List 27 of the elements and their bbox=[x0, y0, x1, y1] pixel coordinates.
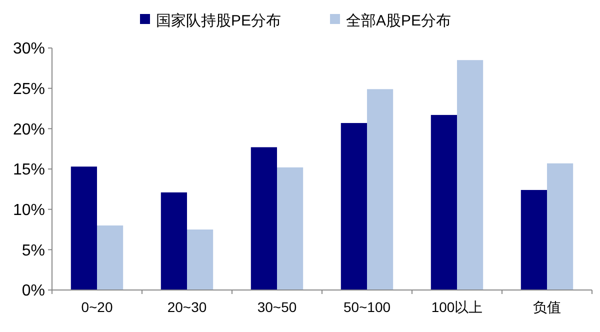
bar bbox=[160, 192, 187, 290]
bar bbox=[97, 225, 124, 290]
bar bbox=[430, 114, 457, 290]
x-tick-label: 50~100 bbox=[343, 299, 391, 315]
bar bbox=[520, 190, 547, 290]
x-tick-label: 100以上 bbox=[431, 299, 483, 315]
y-tick-label: 20% bbox=[12, 121, 45, 138]
x-tick-label: 20~30 bbox=[167, 299, 207, 315]
y-tick-label: 0% bbox=[22, 282, 45, 300]
bar bbox=[70, 166, 97, 290]
bar bbox=[277, 167, 304, 290]
bar bbox=[187, 230, 214, 290]
bar bbox=[250, 147, 277, 290]
legend-label: 全部A股PE分布 bbox=[346, 12, 452, 30]
y-tick-label: 5% bbox=[22, 242, 45, 260]
legend-label: 国家队持股PE分布 bbox=[156, 12, 282, 30]
x-tick-label: 30~50 bbox=[257, 299, 297, 315]
bar bbox=[340, 123, 367, 290]
bar bbox=[367, 89, 394, 290]
y-tick-label: 25% bbox=[12, 80, 45, 98]
y-tick-label: 10% bbox=[12, 202, 45, 219]
y-tick-label: 30% bbox=[12, 40, 45, 58]
x-tick-label: 负值 bbox=[533, 299, 561, 315]
bar bbox=[547, 163, 574, 290]
x-tick-label: 0~20 bbox=[81, 299, 113, 315]
bar bbox=[457, 60, 484, 290]
y-tick-label: 15% bbox=[12, 162, 45, 179]
